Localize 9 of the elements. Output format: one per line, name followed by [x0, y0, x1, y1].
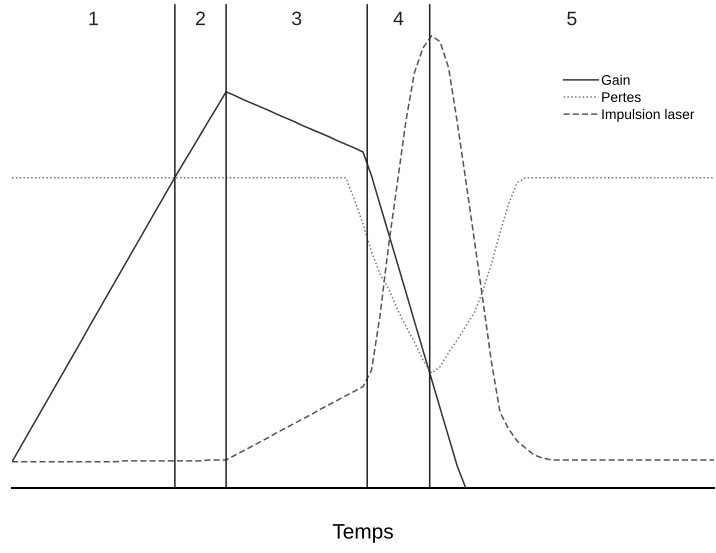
text: 5: [567, 12, 576, 26]
legend-label: Impulsion laser: [602, 108, 694, 122]
legend-label: Pertes: [602, 92, 641, 102]
text: 4: [393, 12, 404, 26]
legend-label: Gain: [602, 74, 630, 85]
x-axis-title: Temps: [332, 524, 393, 543]
text: 3: [292, 12, 302, 26]
text: 2: [196, 12, 205, 26]
text: 1: [90, 12, 98, 26]
